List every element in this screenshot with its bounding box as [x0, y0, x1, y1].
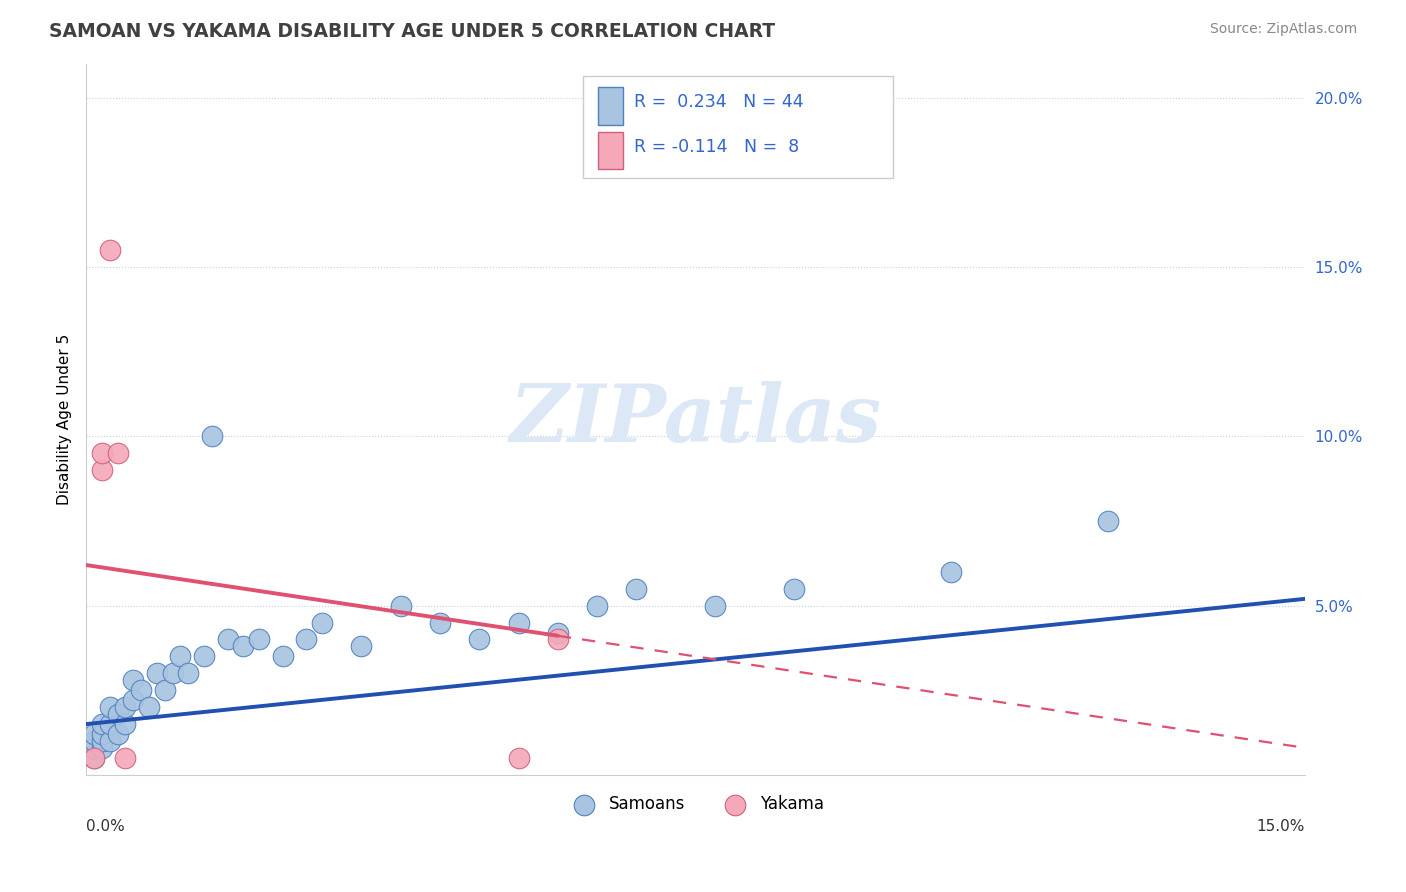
- Legend: Samoans, Yakama: Samoans, Yakama: [560, 789, 831, 820]
- Point: [83, 734, 105, 748]
- Point: [98, 717, 121, 731]
- Point: [129, 683, 152, 698]
- Text: 0.0%: 0.0%: [86, 819, 125, 834]
- Point: [508, 751, 530, 765]
- Text: 15.0%: 15.0%: [1257, 819, 1305, 834]
- Point: [138, 700, 160, 714]
- Text: R = -0.114   N =  8: R = -0.114 N = 8: [634, 137, 800, 155]
- Point: [114, 751, 136, 765]
- Point: [704, 599, 727, 613]
- Point: [389, 599, 412, 613]
- Text: R =  0.234   N = 44: R = 0.234 N = 44: [634, 93, 804, 111]
- Point: [90, 717, 112, 731]
- Point: [547, 632, 569, 647]
- Point: [232, 640, 254, 654]
- Text: ZIPatlas: ZIPatlas: [509, 381, 882, 458]
- Point: [83, 727, 105, 741]
- Point: [98, 700, 121, 714]
- Point: [201, 429, 224, 443]
- Point: [107, 446, 129, 460]
- Point: [90, 446, 112, 460]
- Point: [98, 734, 121, 748]
- Point: [429, 615, 451, 630]
- Point: [626, 582, 648, 596]
- Point: [217, 632, 239, 647]
- Point: [1097, 514, 1119, 528]
- Point: [586, 599, 609, 613]
- Point: [939, 565, 962, 579]
- Point: [83, 740, 105, 755]
- Point: [83, 751, 105, 765]
- Point: [271, 649, 294, 664]
- Point: [90, 740, 112, 755]
- Y-axis label: Disability Age Under 5: Disability Age Under 5: [58, 334, 72, 505]
- Point: [146, 666, 169, 681]
- Text: Source: ZipAtlas.com: Source: ZipAtlas.com: [1209, 22, 1357, 37]
- Point: [508, 615, 530, 630]
- Point: [114, 717, 136, 731]
- Point: [193, 649, 215, 664]
- Point: [177, 666, 200, 681]
- Point: [162, 666, 184, 681]
- Point: [90, 734, 112, 748]
- Point: [107, 727, 129, 741]
- Point: [90, 463, 112, 477]
- Point: [122, 693, 145, 707]
- Point: [98, 244, 121, 258]
- Point: [122, 673, 145, 687]
- Point: [350, 640, 373, 654]
- Text: SAMOAN VS YAKAMA DISABILITY AGE UNDER 5 CORRELATION CHART: SAMOAN VS YAKAMA DISABILITY AGE UNDER 5 …: [49, 22, 775, 41]
- Point: [114, 700, 136, 714]
- Point: [247, 632, 270, 647]
- Point: [783, 582, 806, 596]
- Point: [153, 683, 176, 698]
- Point: [83, 751, 105, 765]
- Point: [90, 727, 112, 741]
- Point: [547, 625, 569, 640]
- Point: [107, 706, 129, 721]
- Point: [295, 632, 318, 647]
- Point: [169, 649, 191, 664]
- Point: [311, 615, 333, 630]
- Point: [468, 632, 491, 647]
